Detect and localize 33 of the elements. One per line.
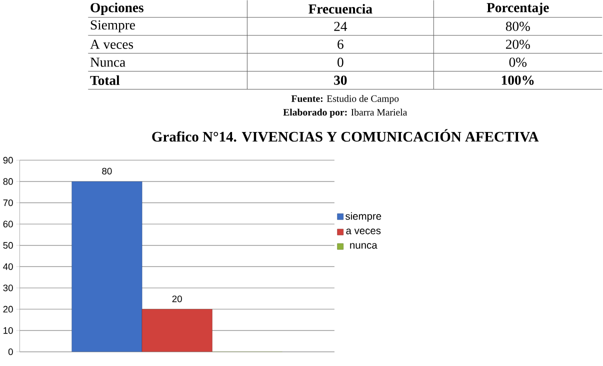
text: Porcentaje: [486, 2, 549, 15]
y-tick-label: 0: [8, 348, 13, 355]
y-tick-label: 30: [3, 284, 13, 292]
text: 24: [334, 22, 348, 31]
text: Siempre: [90, 20, 135, 32]
text: Total: [90, 75, 120, 85]
text: 0%: [509, 57, 527, 67]
text: Fuente: Estudio de Campo: [291, 94, 399, 104]
text: A veces: [90, 40, 134, 49]
y-tick-label: 90: [3, 156, 13, 164]
text: 0: [338, 58, 344, 67]
data-label: 20: [172, 295, 182, 302]
y-tick-label: 70: [3, 199, 13, 206]
text: Opciones: [90, 2, 144, 15]
data-label: 80: [102, 168, 112, 174]
legend-label: siempre: [345, 212, 382, 222]
y-tick-label: 50: [3, 242, 13, 249]
y-tick-label: 20: [3, 306, 13, 312]
y-tick-label: 60: [3, 220, 13, 228]
text: 20%: [506, 40, 530, 49]
text: 100%: [502, 75, 534, 85]
y-tick-label: 40: [3, 263, 13, 270]
text: 30: [334, 75, 347, 85]
text: 80%: [506, 22, 530, 31]
text: Frecuencia: [308, 4, 372, 14]
chart-title: Grafico N°14. VIVENCIAS Y COMUNICACIÓN AFECTIVA: [152, 128, 539, 142]
legend-label: nunca: [350, 242, 378, 249]
y-tick-label: 10: [4, 327, 13, 334]
y-tick-label: 80: [3, 178, 13, 185]
text: Nunca: [90, 58, 126, 67]
legend-label: a veces: [346, 228, 381, 234]
text: Elaborado por: Ibarra Mariela: [283, 108, 408, 118]
text: 6: [338, 40, 344, 49]
